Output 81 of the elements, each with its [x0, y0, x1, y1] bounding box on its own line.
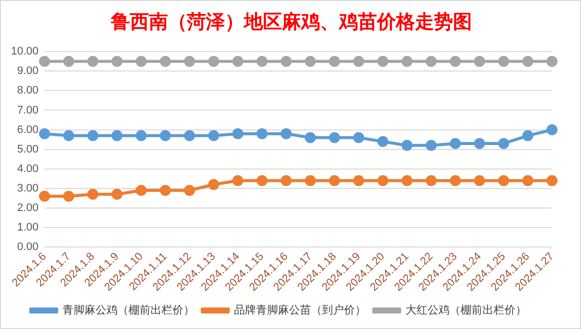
point: [232, 56, 244, 67]
point: [184, 130, 196, 142]
point: [426, 56, 437, 67]
point: [87, 188, 98, 200]
point: [184, 56, 196, 67]
point: [208, 130, 220, 142]
point: [426, 140, 437, 151]
point: [280, 56, 292, 67]
point: [208, 179, 220, 190]
point: [256, 128, 268, 140]
y-tick-label: 6.00: [17, 124, 39, 136]
y-tick-label: 1.00: [17, 222, 39, 234]
point: [136, 56, 147, 67]
point: [39, 128, 50, 140]
y-tick-label: 4.00: [17, 162, 39, 175]
point: [112, 188, 123, 200]
point: [256, 175, 268, 186]
point: [377, 56, 388, 67]
point: [546, 175, 558, 186]
point: [377, 175, 388, 186]
point: [522, 56, 534, 67]
point: [546, 56, 558, 67]
point: [232, 175, 244, 186]
point: [304, 175, 316, 186]
y-tick-label: 3.00: [17, 182, 39, 194]
point: [112, 56, 123, 67]
point: [280, 175, 292, 186]
legend-label: 品牌青脚麻公苗（到户价）: [234, 303, 366, 316]
point: [304, 56, 316, 67]
point: [329, 175, 340, 186]
point: [402, 175, 413, 186]
point: [402, 56, 413, 67]
legend-label: 大红公鸡（棚前出栏价）: [405, 303, 526, 316]
point: [112, 130, 123, 142]
point: [353, 56, 364, 67]
point: [184, 184, 196, 196]
point: [474, 56, 486, 67]
point: [498, 56, 510, 67]
point: [402, 140, 413, 151]
point: [474, 138, 486, 149]
point: [63, 130, 74, 142]
point: [160, 56, 171, 67]
chart-title: 鲁西南（菏泽）地区麻鸡、鸡苗价格走势图: [110, 10, 473, 35]
point: [136, 130, 147, 142]
point: [329, 132, 340, 144]
point: [280, 128, 292, 140]
point: [474, 175, 486, 186]
point: [450, 138, 461, 149]
point: [304, 132, 316, 144]
point: [232, 128, 244, 140]
point: [208, 56, 220, 67]
point: [39, 56, 50, 67]
point: [353, 175, 364, 186]
point: [498, 138, 510, 149]
y-tick-label: 10.00: [10, 46, 39, 58]
point: [522, 175, 534, 186]
legend-label: 青脚麻公鸡（棚前出栏价）: [62, 303, 194, 316]
point: [136, 184, 147, 196]
point: [546, 124, 558, 136]
point: [450, 175, 461, 186]
point: [87, 130, 98, 142]
y-tick-label: 5.00: [17, 143, 39, 156]
point: [63, 56, 74, 67]
point: [426, 175, 437, 186]
point: [450, 56, 461, 67]
y-tick-label: 8.00: [17, 84, 39, 97]
point: [522, 130, 534, 142]
point: [498, 175, 510, 186]
point: [377, 136, 388, 148]
point: [160, 130, 171, 142]
y-tick-label: 0.00: [17, 241, 39, 254]
point: [256, 56, 268, 67]
point: [63, 190, 74, 202]
point: [160, 184, 171, 196]
point: [329, 56, 340, 67]
y-tick-label: 7.00: [17, 104, 39, 116]
point: [87, 56, 98, 67]
point: [39, 190, 50, 202]
y-tick-label: 2.00: [17, 202, 39, 214]
y-tick-label: 9.00: [17, 65, 39, 78]
point: [353, 132, 364, 144]
